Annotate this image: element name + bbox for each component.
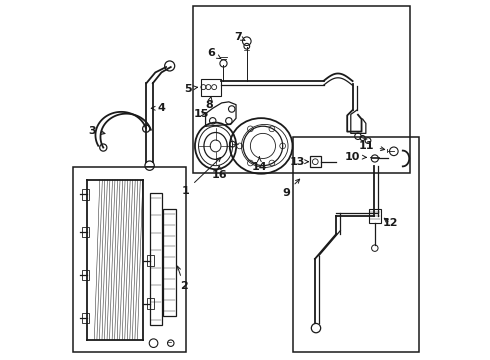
Text: 6: 6 xyxy=(207,48,221,59)
Text: 4: 4 xyxy=(151,103,166,113)
Text: 3: 3 xyxy=(89,126,105,135)
Text: 8: 8 xyxy=(205,96,213,110)
Bar xyxy=(163,209,176,316)
Bar xyxy=(294,137,419,352)
Bar xyxy=(82,313,89,323)
Bar xyxy=(201,78,221,96)
Bar xyxy=(368,209,381,223)
Bar xyxy=(310,156,321,167)
Text: 16: 16 xyxy=(211,166,227,180)
Text: 2: 2 xyxy=(177,266,188,291)
Text: 14: 14 xyxy=(251,157,267,172)
Text: 11: 11 xyxy=(359,141,385,151)
Text: 15: 15 xyxy=(194,109,209,119)
Text: 7: 7 xyxy=(234,32,245,41)
Bar xyxy=(147,255,153,266)
Text: 13: 13 xyxy=(289,157,309,167)
Bar xyxy=(73,167,186,352)
Bar xyxy=(150,193,162,325)
Bar xyxy=(82,189,89,200)
Text: 10: 10 xyxy=(345,152,367,162)
Text: 1: 1 xyxy=(182,158,220,196)
Text: 5: 5 xyxy=(184,84,197,94)
Bar xyxy=(193,6,410,173)
Bar xyxy=(82,226,89,237)
Text: 9: 9 xyxy=(282,179,300,198)
Bar xyxy=(82,270,89,280)
Bar xyxy=(147,298,153,309)
Text: 12: 12 xyxy=(383,218,398,228)
